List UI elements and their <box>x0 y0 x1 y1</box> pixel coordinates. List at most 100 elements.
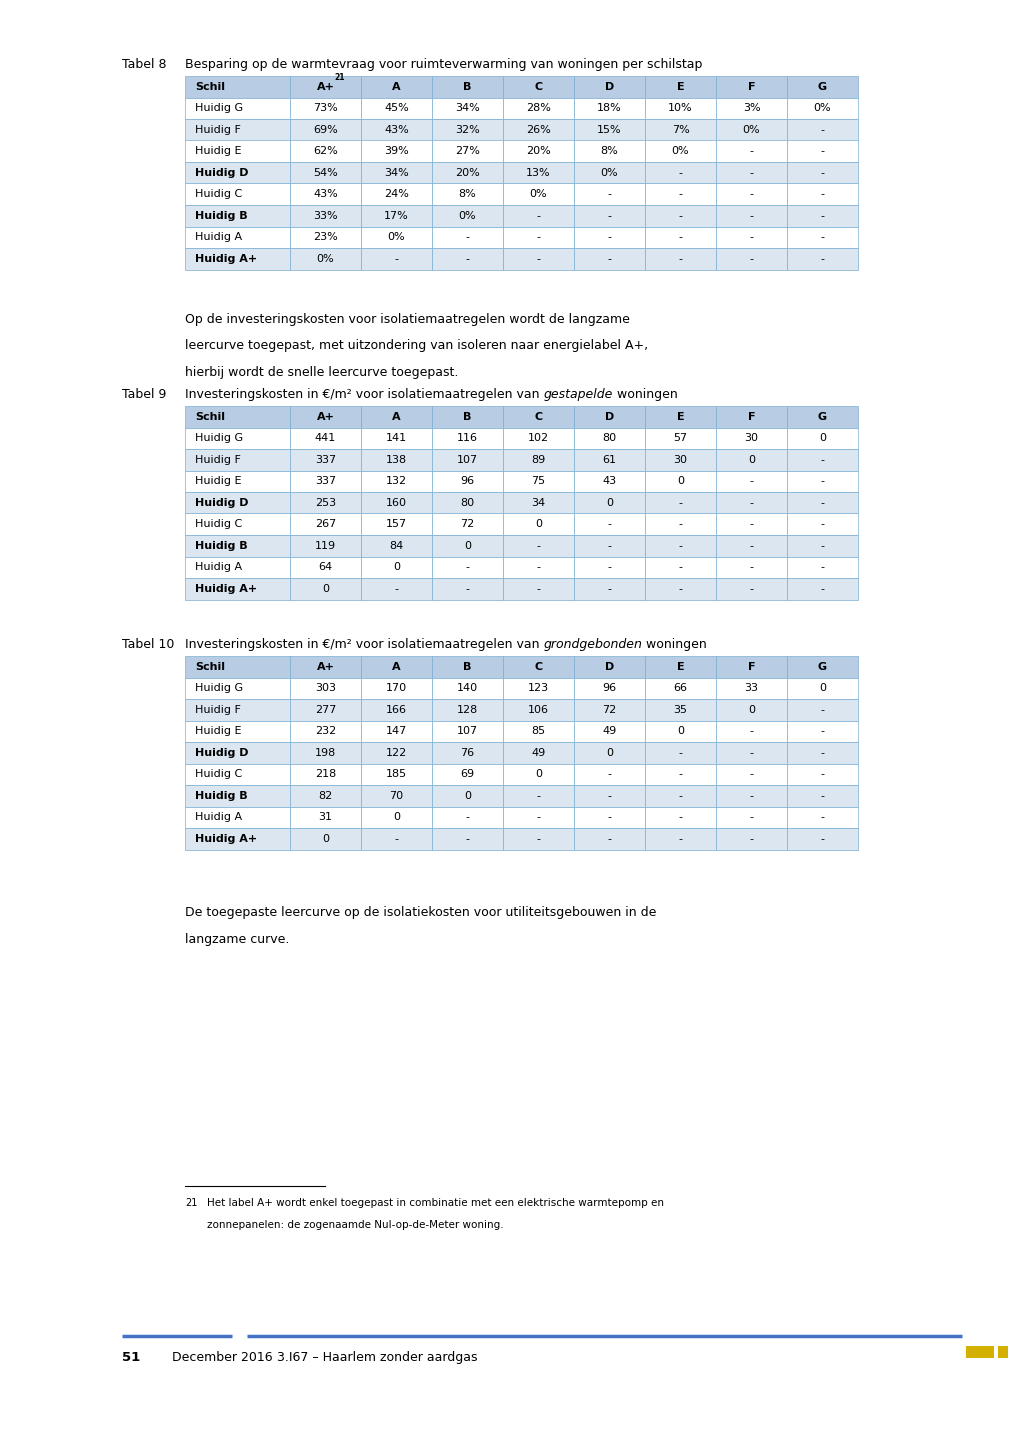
Text: 232: 232 <box>314 727 336 736</box>
Text: 0%: 0% <box>529 190 547 200</box>
Text: 49: 49 <box>531 747 546 757</box>
Text: 28%: 28% <box>526 103 551 113</box>
Text: Huidig A+: Huidig A+ <box>195 834 257 844</box>
Text: 267: 267 <box>314 520 336 530</box>
Text: A: A <box>392 411 400 421</box>
Text: 70: 70 <box>389 791 403 801</box>
Text: Schil: Schil <box>195 662 225 672</box>
Text: Huidig G: Huidig G <box>195 683 243 694</box>
Bar <box>432 741 503 763</box>
Text: -: - <box>679 168 683 178</box>
Text: 34: 34 <box>531 498 546 508</box>
Text: Huidig D: Huidig D <box>195 498 249 508</box>
Text: 69%: 69% <box>313 125 338 135</box>
Bar <box>574 184 645 206</box>
Bar <box>716 248 787 269</box>
Bar <box>787 556 858 578</box>
Bar <box>645 162 716 184</box>
Bar <box>716 721 787 741</box>
Text: A: A <box>392 81 400 91</box>
Bar <box>787 785 858 807</box>
Text: -: - <box>820 253 824 264</box>
Text: -: - <box>750 232 754 242</box>
Bar <box>574 119 645 140</box>
Bar <box>290 405 361 427</box>
Text: 23%: 23% <box>313 232 338 242</box>
Bar <box>503 248 574 269</box>
Bar <box>787 162 858 184</box>
Text: -: - <box>820 455 824 465</box>
Text: 166: 166 <box>386 705 407 715</box>
Bar <box>432 449 503 471</box>
Text: -: - <box>537 562 541 572</box>
Bar <box>432 763 503 785</box>
Bar <box>185 162 290 184</box>
Bar <box>787 184 858 206</box>
Bar <box>716 678 787 699</box>
Bar <box>574 678 645 699</box>
Bar <box>574 699 645 721</box>
Text: 39%: 39% <box>384 146 409 156</box>
Bar <box>574 449 645 471</box>
Text: -: - <box>750 520 754 530</box>
Bar <box>361 75 432 97</box>
Text: Tabel 8: Tabel 8 <box>122 58 167 71</box>
Text: 96: 96 <box>461 476 474 487</box>
Text: 106: 106 <box>528 705 549 715</box>
Bar <box>645 75 716 97</box>
Bar <box>290 699 361 721</box>
Bar <box>645 514 716 534</box>
Text: D: D <box>605 411 614 421</box>
Bar <box>361 97 432 119</box>
Bar <box>503 226 574 248</box>
Bar <box>574 248 645 269</box>
Bar <box>787 741 858 763</box>
Text: -: - <box>466 834 469 844</box>
Text: C: C <box>535 411 543 421</box>
Bar <box>787 534 858 556</box>
Text: 30: 30 <box>744 433 759 443</box>
Text: 51: 51 <box>122 1351 140 1364</box>
Bar <box>645 534 716 556</box>
Text: 31: 31 <box>318 812 333 822</box>
Bar <box>503 514 574 534</box>
Bar <box>574 427 645 449</box>
Bar <box>716 534 787 556</box>
Text: -: - <box>607 190 611 200</box>
Text: -: - <box>679 747 683 757</box>
Bar <box>716 75 787 97</box>
Bar <box>645 206 716 226</box>
Bar <box>361 828 432 850</box>
Bar <box>645 184 716 206</box>
Bar <box>361 206 432 226</box>
Text: D: D <box>605 662 614 672</box>
Text: 107: 107 <box>457 455 478 465</box>
Bar <box>787 721 858 741</box>
Text: 0%: 0% <box>672 146 689 156</box>
Bar <box>645 699 716 721</box>
Text: 73%: 73% <box>313 103 338 113</box>
Bar <box>716 656 787 678</box>
Text: 128: 128 <box>457 705 478 715</box>
Text: -: - <box>607 232 611 242</box>
Text: -: - <box>679 520 683 530</box>
Bar <box>361 763 432 785</box>
Bar <box>503 119 574 140</box>
Text: Huidig E: Huidig E <box>195 146 242 156</box>
Bar <box>574 162 645 184</box>
Bar <box>290 140 361 162</box>
Bar <box>290 763 361 785</box>
Text: -: - <box>750 791 754 801</box>
Text: -: - <box>537 791 541 801</box>
Text: -: - <box>607 253 611 264</box>
Bar <box>503 807 574 828</box>
Bar <box>290 578 361 599</box>
Bar <box>432 184 503 206</box>
Text: -: - <box>820 540 824 550</box>
Text: 0%: 0% <box>601 168 618 178</box>
Text: Investeringskosten in €/m² voor isolatiemaatregelen van: Investeringskosten in €/m² voor isolatie… <box>185 639 544 652</box>
Bar <box>361 785 432 807</box>
Text: 0: 0 <box>393 812 400 822</box>
Text: E: E <box>677 411 684 421</box>
Bar <box>290 226 361 248</box>
